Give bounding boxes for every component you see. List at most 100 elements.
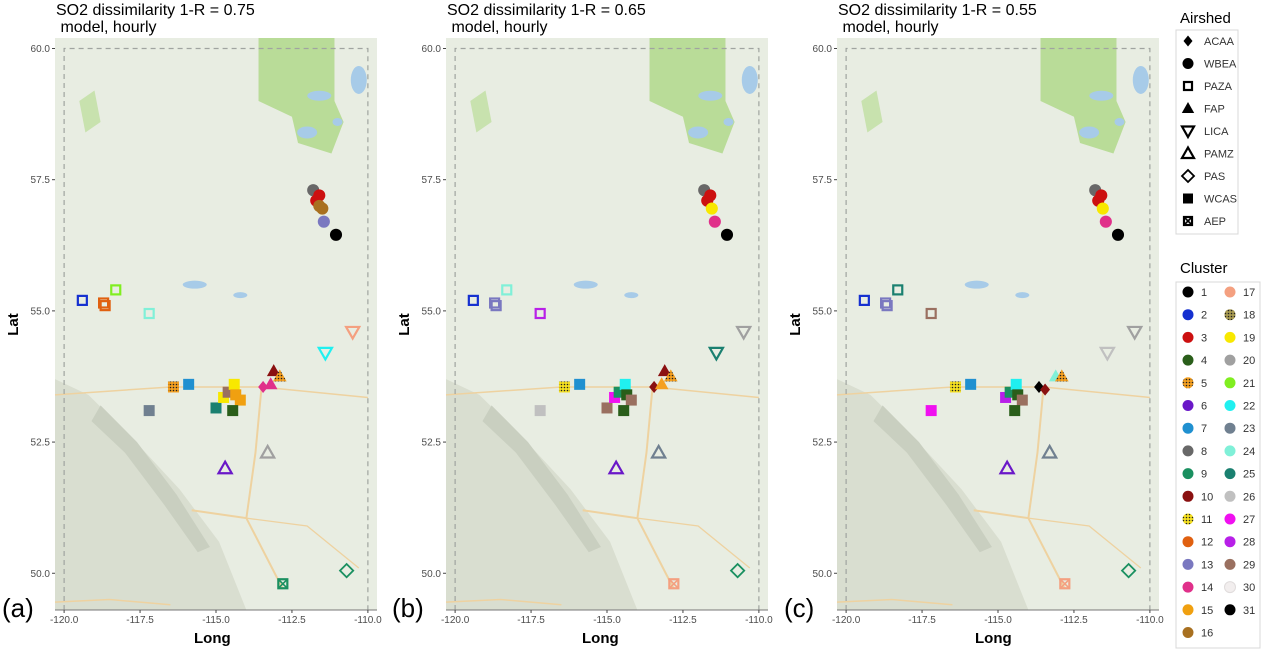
panel-c-label: (c) — [784, 593, 815, 623]
airshed-legend-title: Airshed — [1180, 10, 1231, 27]
park-area — [1040, 38, 1126, 154]
cluster-label-13: 13 — [1201, 559, 1213, 571]
station-marker — [259, 443, 277, 459]
station-marker — [607, 459, 625, 475]
y-tick-label: 60.0 — [813, 44, 833, 55]
cluster-label-8: 8 — [1201, 446, 1207, 458]
cluster-key-8 — [1182, 445, 1194, 457]
airshed-legend: ACAA WBEA PAZA FAP LICA PAMZ PAS WCAS AEP — [1175, 29, 1239, 235]
park-area — [861, 90, 883, 133]
station-marker — [1096, 202, 1109, 215]
park-area — [649, 38, 735, 154]
cluster-label-24: 24 — [1243, 446, 1255, 458]
panel-c-xlabel: Long — [975, 630, 1012, 647]
panel-b-title: SO2 dissimilarity 1-R = 0.65 model, hour… — [447, 2, 646, 36]
cluster-legend: 1234567891011121314151617181920212223242… — [1175, 281, 1261, 649]
panel-a-title: SO2 dissimilarity 1-R = 0.75 model, hour… — [56, 2, 255, 36]
cluster-label-16: 16 — [1201, 628, 1213, 640]
cluster-key-12 — [1182, 536, 1194, 548]
station-marker — [1059, 578, 1071, 590]
lake — [1089, 90, 1114, 101]
station-marker — [574, 378, 586, 390]
panel-b-label: (b) — [392, 593, 424, 623]
lake — [1132, 65, 1149, 94]
legend-label-wbea: WBEA — [1204, 59, 1237, 71]
lake — [233, 292, 248, 299]
lake — [964, 280, 989, 289]
cluster-key-29 — [1224, 558, 1236, 570]
y-tick-label: 52.5 — [813, 438, 833, 449]
highway — [836, 598, 953, 606]
y-tick-label: 55.0 — [813, 306, 833, 317]
cluster-key-24 — [1224, 445, 1236, 457]
lake — [182, 280, 207, 289]
station-marker — [227, 405, 239, 417]
station-marker — [925, 405, 937, 417]
cluster-label-31: 31 — [1243, 605, 1255, 617]
cluster-key-16 — [1182, 627, 1194, 638]
station-marker — [613, 386, 625, 398]
cluster-key-14 — [1182, 581, 1194, 593]
cluster-label-10: 10 — [1201, 491, 1213, 503]
y-tick-label: 52.5 — [422, 438, 442, 449]
station-marker — [892, 284, 904, 296]
mountain-ridge — [91, 405, 210, 553]
x-tick-label: -115.0 — [984, 615, 1012, 626]
y-tick-label: 57.5 — [813, 175, 833, 186]
station-marker — [1041, 443, 1059, 459]
station-marker — [708, 215, 721, 228]
cluster-key-13 — [1182, 558, 1194, 570]
cluster-label-2: 2 — [1201, 310, 1207, 322]
station-marker — [344, 325, 362, 341]
station-marker — [1009, 405, 1021, 417]
station-marker — [329, 228, 343, 241]
station-marker — [1126, 325, 1144, 341]
cluster-label-20: 20 — [1243, 355, 1255, 367]
lake — [350, 65, 367, 94]
cluster-key-20 — [1224, 354, 1236, 366]
mountain-area — [837, 379, 1029, 610]
station-marker — [489, 297, 501, 309]
y-tick-label: 50.0 — [422, 569, 442, 580]
cluster-label-12: 12 — [1201, 537, 1213, 549]
legend-key-acaa — [1183, 35, 1193, 47]
y-tick-label: 60.0 — [31, 44, 51, 55]
cluster-key-9 — [1182, 468, 1194, 480]
station-marker — [965, 378, 977, 390]
cluster-label-7: 7 — [1201, 423, 1207, 435]
x-tick-label: -117.5 — [908, 615, 936, 626]
mountain-area — [55, 379, 247, 610]
highway — [246, 517, 360, 569]
station-marker — [98, 297, 110, 309]
cluster-label-3: 3 — [1201, 332, 1207, 344]
cluster-label-21: 21 — [1243, 378, 1255, 390]
station-marker — [534, 405, 546, 417]
cluster-key-26 — [1224, 490, 1236, 502]
station-marker — [277, 578, 289, 590]
station-marker — [1099, 215, 1112, 228]
y-tick-label: 57.5 — [422, 175, 442, 186]
station-marker — [1010, 378, 1022, 390]
station-marker — [735, 325, 753, 341]
legend-key-wbea — [1182, 58, 1194, 69]
panel-a-ylabel: Lat — [4, 313, 22, 336]
cluster-label-30: 30 — [1243, 582, 1255, 594]
station-marker — [601, 402, 613, 414]
cluster-key-6 — [1182, 400, 1194, 411]
x-tick-label: -117.5 — [517, 615, 545, 626]
panel-a-map: -120.0 -117.5 -115.0 -112.5 -110.0 60.0 57.5 55… — [31, 38, 382, 626]
lake — [297, 126, 318, 139]
cluster-label-1: 1 — [1201, 287, 1207, 299]
cluster-label-15: 15 — [1201, 605, 1213, 617]
station-marker — [998, 459, 1016, 475]
park-area — [79, 90, 101, 133]
station-marker — [650, 443, 668, 459]
station-marker — [654, 377, 669, 390]
station-marker — [925, 307, 937, 320]
lake — [741, 65, 758, 94]
mountain-area — [446, 379, 638, 610]
cluster-key-28 — [1224, 536, 1236, 548]
station-marker — [729, 562, 746, 579]
panel-b-ylabel: Lat — [395, 313, 413, 336]
legend-key-fap — [1181, 102, 1195, 113]
